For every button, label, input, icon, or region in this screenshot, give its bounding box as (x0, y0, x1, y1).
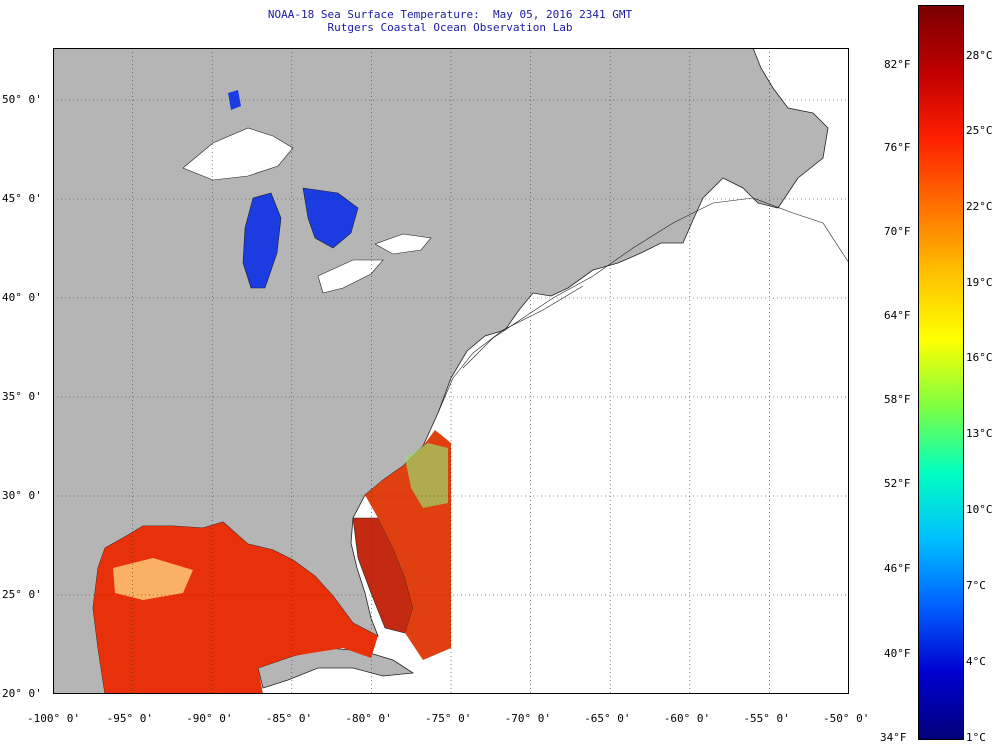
lake-nipigon (228, 90, 241, 110)
fahrenheit-label: 64°F (884, 309, 911, 322)
lon-tick-label: -70° 0' (504, 712, 551, 725)
celsius-label: 22°C (966, 200, 993, 213)
shelf-contour (462, 197, 849, 369)
lat-tick-label: 35° 0' (2, 390, 42, 403)
celsius-label: 25°C (966, 124, 993, 137)
fahrenheit-label: 70°F (884, 225, 911, 238)
lat-tick-label: 30° 0' (2, 489, 42, 502)
fahrenheit-label: 34°F (880, 731, 907, 744)
celsius-label: 19°C (966, 276, 993, 289)
lat-tick-label: 25° 0' (2, 588, 42, 601)
lon-tick-label: -75° 0' (425, 712, 472, 725)
lake-ontario (374, 233, 432, 255)
atlantic-cool-patch (405, 443, 448, 508)
lon-tick-label: -50° 0' (823, 712, 870, 725)
lat-tick-label: 45° 0' (2, 192, 42, 205)
fahrenheit-label: 58°F (884, 393, 911, 406)
celsius-label: 7°C (966, 579, 986, 592)
map-border (53, 48, 849, 694)
map-graphic (53, 48, 849, 694)
shelf-contour-2 (437, 285, 584, 414)
lon-tick-label: -85° 0' (265, 712, 313, 725)
fahrenheit-label: 76°F (884, 141, 911, 154)
fahrenheit-label: 46°F (884, 562, 911, 575)
lake-erie (317, 259, 384, 294)
lake-superior (182, 127, 294, 181)
lon-tick-label: -100° 0' (27, 712, 80, 725)
celsius-label: 28°C (966, 49, 993, 62)
lon-tick-label: -60° 0' (663, 712, 711, 725)
map-title: NOAA-18 Sea Surface Temperature: May 05,… (0, 8, 900, 34)
gulf-stream-cool (113, 558, 193, 600)
lat-tick-label: 50° 0' (2, 93, 42, 106)
celsius-label: 13°C (966, 427, 993, 440)
lake-michigan (242, 192, 282, 289)
lat-tick-label: 20° 0' (2, 687, 42, 700)
lon-tick-label: -65° 0' (584, 712, 631, 725)
lon-tick-label: -95° 0' (106, 712, 153, 725)
sst-map (53, 48, 849, 694)
title-line-1: NOAA-18 Sea Surface Temperature: May 05,… (267, 8, 633, 21)
lon-tick-label: -80° 0' (345, 712, 392, 725)
celsius-label: 10°C (966, 503, 993, 516)
fahrenheit-label: 40°F (884, 647, 911, 660)
lon-tick-label: -55° 0' (743, 712, 790, 725)
title-line-2: Rutgers Coastal Ocean Observation Lab (327, 21, 573, 34)
fahrenheit-label: 82°F (884, 58, 911, 71)
celsius-label: 4°C (966, 655, 986, 668)
celsius-label: 16°C (966, 351, 993, 364)
lon-tick-label: -90° 0' (186, 712, 233, 725)
fahrenheit-label: 52°F (884, 477, 911, 490)
celsius-label: 1°C (966, 731, 986, 744)
lake-huron (302, 187, 359, 249)
color-scale-bar (918, 5, 964, 740)
lat-tick-label: 40° 0' (2, 291, 42, 304)
